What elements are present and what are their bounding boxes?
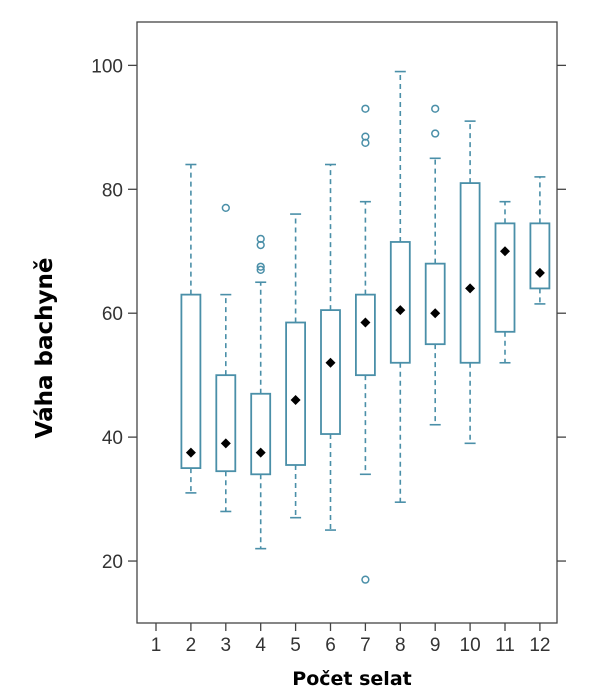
box-10 <box>459 120 481 445</box>
box-iqr <box>354 293 376 377</box>
mean-marker <box>360 317 371 328</box>
y-tick-label: 80 <box>102 180 123 201</box>
x-tick-label: 11 <box>495 635 515 656</box>
x-tick-label: 5 <box>290 635 301 656</box>
boxes-group <box>180 70 551 584</box>
x-tick-label: 4 <box>255 635 266 656</box>
box-iqr <box>215 374 237 473</box>
outlier-point <box>361 132 370 141</box>
x-tick-label: 3 <box>221 635 232 656</box>
x-tick-label: 7 <box>360 635 371 656</box>
mean-marker <box>325 357 336 368</box>
mean-marker <box>290 394 301 405</box>
mean-marker <box>255 447 266 458</box>
x-axis: 1 2 3 4 5 6 7 8 9 10 11 12 <box>151 623 550 656</box>
box-iqr <box>320 309 341 435</box>
outlier-point <box>431 104 440 113</box>
box-12 <box>529 176 551 305</box>
box-iqr <box>285 321 307 466</box>
box-iqr <box>424 262 446 346</box>
outlier-point <box>256 262 265 271</box>
x-tick-label: 1 <box>151 635 162 656</box>
x-tick-label: 2 <box>186 635 197 656</box>
box-iqr <box>459 182 481 364</box>
outlier-point <box>221 203 230 213</box>
outlier-point <box>361 104 370 113</box>
mean-marker <box>220 438 231 449</box>
box-11 <box>494 200 516 364</box>
box-7 <box>354 104 376 584</box>
box-iqr <box>250 392 272 476</box>
y-tick-label: 60 <box>102 304 123 325</box>
box-2 <box>180 163 202 494</box>
x-axis-label: Počet selat <box>292 668 411 690</box>
box-iqr <box>494 222 516 333</box>
box-8 <box>389 70 411 503</box>
box-3 <box>215 203 237 513</box>
outlier-point <box>361 575 370 584</box>
box-6 <box>320 163 341 531</box>
box-9 <box>424 104 446 426</box>
outlier-point <box>256 265 265 274</box>
y-axis-label: Váha bachyně <box>32 258 58 439</box>
mean-marker <box>465 283 476 294</box>
y-tick-label: 40 <box>102 428 123 449</box>
y-axis: 20 40 60 80 100 <box>91 56 566 573</box>
mean-marker <box>185 447 196 458</box>
mean-marker <box>534 267 545 278</box>
mean-marker <box>430 308 441 319</box>
y-tick-label: 100 <box>91 56 123 77</box>
outlier-point <box>256 234 265 244</box>
x-tick-label: 8 <box>395 635 406 656</box>
box-iqr <box>180 293 202 470</box>
box-5 <box>285 213 307 519</box>
plot-frame <box>136 21 558 624</box>
mean-marker <box>395 305 406 316</box>
x-tick-label: 6 <box>325 635 336 656</box>
x-tick-label: 10 <box>460 635 481 656</box>
box-4 <box>250 234 272 550</box>
box-iqr <box>529 222 551 290</box>
mean-marker <box>500 246 510 257</box>
box-iqr <box>389 241 411 364</box>
x-tick-label: 9 <box>430 635 441 656</box>
y-tick-label: 20 <box>102 552 123 573</box>
outlier-point <box>431 129 440 138</box>
x-tick-label: 12 <box>529 635 550 656</box>
